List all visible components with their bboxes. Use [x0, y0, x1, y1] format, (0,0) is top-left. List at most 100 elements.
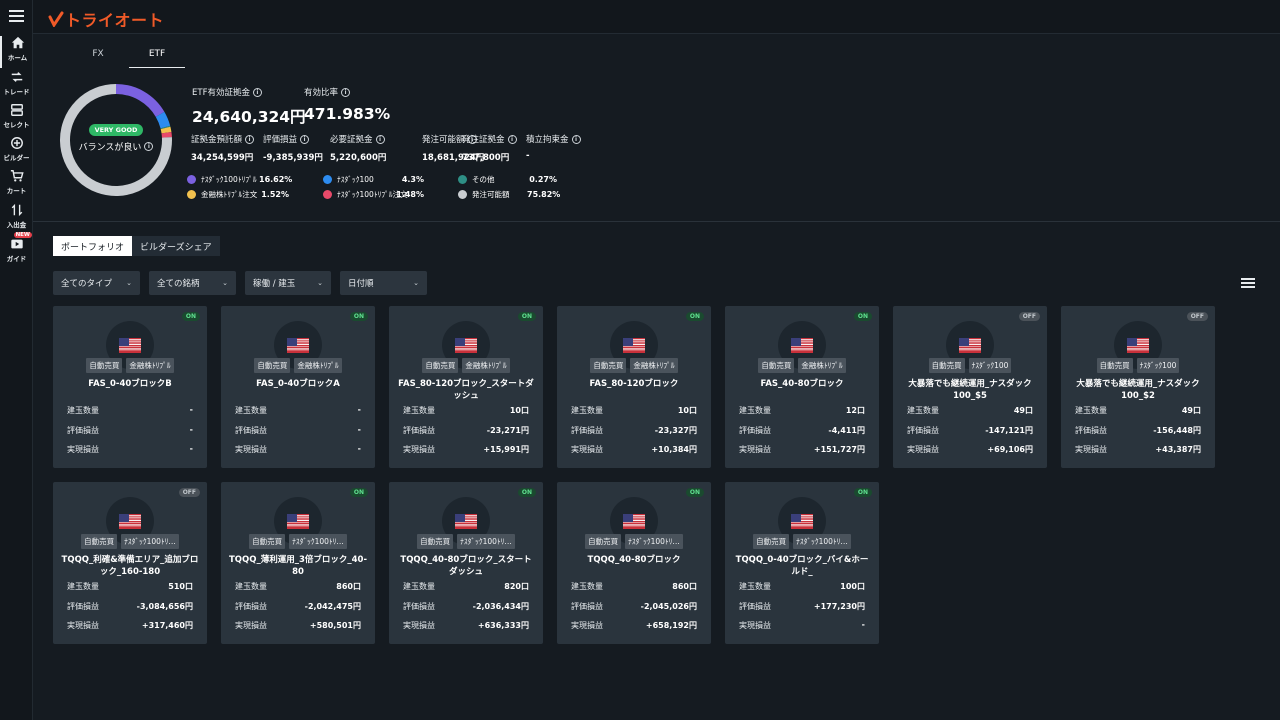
card-row-value: +151,727円 — [813, 445, 865, 454]
home-icon — [11, 36, 24, 49]
card-tag: 金融株ﾄﾘﾌﾟﾙ — [126, 358, 174, 373]
hamburger-menu-icon[interactable] — [9, 10, 24, 22]
card-row-label: 建玉数量 — [571, 406, 603, 415]
card-row: 評価損益 -156,448円 — [1075, 425, 1201, 436]
info-icon[interactable]: i — [467, 134, 477, 144]
card-tags: 自動売買 ﾅｽﾀﾞｯｸ100 — [1061, 358, 1215, 373]
info-icon[interactable]: i — [144, 141, 154, 151]
info-icon[interactable]: i — [507, 134, 517, 144]
status-badge[interactable]: ON — [685, 312, 704, 321]
portfolio-card[interactable]: ON 自動売買 金融株ﾄﾘﾌﾟﾙ FAS_80-120ブロック 建玉数量 10口 評価損益 -… — [557, 306, 711, 468]
card-row-label: 評価損益 — [739, 601, 771, 611]
nav-home[interactable]: ホーム — [0, 36, 33, 68]
portfolio-card[interactable]: ON 自動売買 ﾅｽﾀﾞｯｸ100ﾄﾘ… TQQQ_0-40ブロック_バイ&ホールド_… — [725, 482, 879, 644]
card-row: 建玉数量 49口 — [907, 405, 1033, 416]
card-row: 建玉数量 10口 — [571, 405, 697, 416]
nav-guide[interactable]: NEW ガイド — [0, 232, 33, 269]
nav-select[interactable]: セレクト — [0, 103, 33, 135]
card-row: 実現損益 +636,333円 — [403, 620, 529, 631]
filter-bar: 全てのタイプ ⌄ 全ての銘柄 ⌄ 稼働 / 建玉 ⌄ 日付順 ⌄ — [53, 271, 436, 295]
status-badge[interactable]: OFF — [178, 488, 200, 497]
portfolio-card[interactable]: ON 自動売買 ﾅｽﾀﾞｯｸ100ﾄﾘ… TQQQ_40-80ブロック_スタートダッシ… — [389, 482, 543, 644]
nav-guide-label: ガイド — [6, 255, 27, 263]
portfolio-card[interactable]: ON 自動売買 金融株ﾄﾘﾌﾟﾙ FAS_0-40ブロックB 建玉数量 - 評価損益 - 実現損… — [53, 306, 207, 468]
card-row: 建玉数量 510口 — [67, 581, 193, 592]
legend-percent: 1.48% — [396, 190, 424, 199]
top-header: トライオート — [33, 0, 1280, 34]
card-row: 評価損益 +177,230円 — [739, 601, 865, 612]
card-row-label: 評価損益 — [739, 425, 771, 435]
us-flag-icon — [1127, 337, 1149, 353]
nav-transfer-label: 入出金 — [6, 221, 27, 229]
card-row: 実現損益 +43,387円 — [1075, 444, 1201, 455]
card-row-value: - — [357, 444, 361, 453]
nav-cart[interactable]: カート — [0, 169, 33, 201]
balance-status: バランスが良い i — [79, 140, 154, 153]
portfolio-card[interactable]: ON 自動売買 金融株ﾄﾘﾌﾟﾙ FAS_40-80ブロック 建玉数量 12口 評価損益 -4… — [725, 306, 879, 468]
card-row-value: -23,327円 — [654, 425, 697, 435]
nav-builder-label: ビルダー — [3, 154, 30, 162]
info-icon[interactable]: i — [341, 87, 351, 97]
portfolio-card[interactable]: ON 自動売買 金融株ﾄﾘﾌﾟﾙ FAS_0-40ブロックA 建玉数量 - 評価損益 - 実現損… — [221, 306, 375, 468]
card-row: 建玉数量 820口 — [403, 581, 529, 592]
card-row: 評価損益 -3,084,656円 — [67, 601, 193, 612]
card-row-label: 評価損益 — [571, 425, 603, 435]
nav-builder[interactable]: ビルダー — [0, 136, 33, 168]
portfolio-card[interactable]: OFF 自動売買 ﾅｽﾀﾞｯｸ100 大暴落でも継続運用_ナスダック100_$2 建玉数… — [1061, 306, 1215, 468]
info-icon[interactable]: i — [252, 87, 262, 97]
tab-etf[interactable]: ETF — [129, 48, 185, 68]
status-badge[interactable]: ON — [853, 312, 872, 321]
info-icon[interactable]: i — [571, 134, 581, 144]
status-badge[interactable]: OFF — [1186, 312, 1208, 321]
card-row-label: 実現損益 — [67, 621, 99, 630]
app-logo[interactable]: トライオート — [48, 7, 164, 31]
filter-status-select[interactable]: 稼働 / 建玉 ⌄ — [245, 271, 331, 295]
portfolio-card[interactable]: OFF 自動売買 ﾅｽﾀﾞｯｸ100ﾄﾘ… TQQQ_利確&準備エリア_追加ブロック_… — [53, 482, 207, 644]
nav-trade[interactable]: トレード — [0, 70, 33, 102]
metric-label: 証拠金預託額 i — [191, 133, 255, 145]
card-tag: 自動売買 — [417, 534, 454, 549]
chevron-down-icon: ⌄ — [413, 279, 419, 287]
status-badge[interactable]: ON — [517, 488, 536, 497]
filter-type-select[interactable]: 全てのタイプ ⌄ — [53, 271, 140, 295]
nav-transfer[interactable]: 入出金 — [0, 203, 33, 235]
tab-fx[interactable]: FX — [92, 49, 104, 59]
side-nav: ホーム トレード セレクト ビルダー カート 入出金 NEW ガイド — [0, 0, 33, 720]
portfolio-card[interactable]: ON 自動売買 ﾅｽﾀﾞｯｸ100ﾄﾘ… TQQQ_40-80ブロック 建玉数量 860口… — [557, 482, 711, 644]
status-badge[interactable]: ON — [349, 312, 368, 321]
status-badge[interactable]: OFF — [1018, 312, 1040, 321]
sort-order-select[interactable]: 日付順 ⌄ — [340, 271, 427, 295]
card-title: FAS_0-40ブロックA — [256, 379, 340, 389]
list-view-icon[interactable] — [1241, 278, 1255, 288]
card-row-label: 実現損益 — [235, 621, 267, 630]
status-badge[interactable]: ON — [181, 312, 200, 321]
status-badge[interactable]: ON — [517, 312, 536, 321]
metric-label: 必要証拠金 i — [330, 133, 385, 145]
us-flag-icon — [959, 337, 981, 353]
portfolio-card[interactable]: ON 自動売買 ﾅｽﾀﾞｯｸ100ﾄﾘ… TQQQ_薄利運用_3倍ブロック_40-80… — [221, 482, 375, 644]
card-row: 実現損益 - — [235, 444, 361, 455]
card-tag: 自動売買 — [254, 358, 291, 373]
card-row: 建玉数量 49口 — [1075, 405, 1201, 416]
info-icon[interactable]: i — [300, 134, 310, 144]
portfolio-card[interactable]: ON 自動売買 金融株ﾄﾘﾌﾟﾙ FAS_80-120ブロック_スタートダッシュ 建玉数… — [389, 306, 543, 468]
filter-symbol-select[interactable]: 全ての銘柄 ⌄ — [149, 271, 236, 295]
metric-label-text: 証拠金預託額 — [191, 135, 243, 145]
info-icon[interactable]: i — [375, 134, 385, 144]
tab-builders-share[interactable]: ビルダーズシェア — [132, 236, 220, 256]
card-row-label: 建玉数量 — [739, 582, 771, 591]
metric-value: 5,220,600円 — [330, 153, 387, 163]
tab-portfolio[interactable]: ポートフォリオ — [53, 236, 133, 256]
portfolio-card[interactable]: OFF 自動売買 ﾅｽﾀﾞｯｸ100 大暴落でも継続運用_ナスダック100_$5 建玉数… — [893, 306, 1047, 468]
info-icon[interactable]: i — [245, 134, 255, 144]
card-row-value: +658,192円 — [645, 621, 697, 630]
legend-label: 発注可能額 — [472, 190, 510, 199]
legend-item: ﾅｽﾀﾞｯｸ100 — [323, 174, 374, 185]
legend-label: その他 — [472, 175, 495, 184]
nav-home-label: ホーム — [7, 54, 28, 62]
status-badge[interactable]: ON — [685, 488, 704, 497]
status-badge[interactable]: ON — [853, 488, 872, 497]
card-title: FAS_40-80ブロック — [760, 379, 844, 389]
status-badge[interactable]: ON — [349, 488, 368, 497]
card-row-label: 実現損益 — [739, 445, 771, 454]
